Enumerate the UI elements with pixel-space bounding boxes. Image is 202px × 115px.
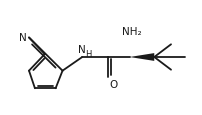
Text: NH₂: NH₂ (122, 26, 141, 36)
Text: N: N (19, 33, 27, 43)
Text: N: N (78, 45, 86, 55)
Text: O: O (110, 80, 118, 90)
Polygon shape (130, 54, 154, 61)
Text: H: H (85, 50, 91, 58)
